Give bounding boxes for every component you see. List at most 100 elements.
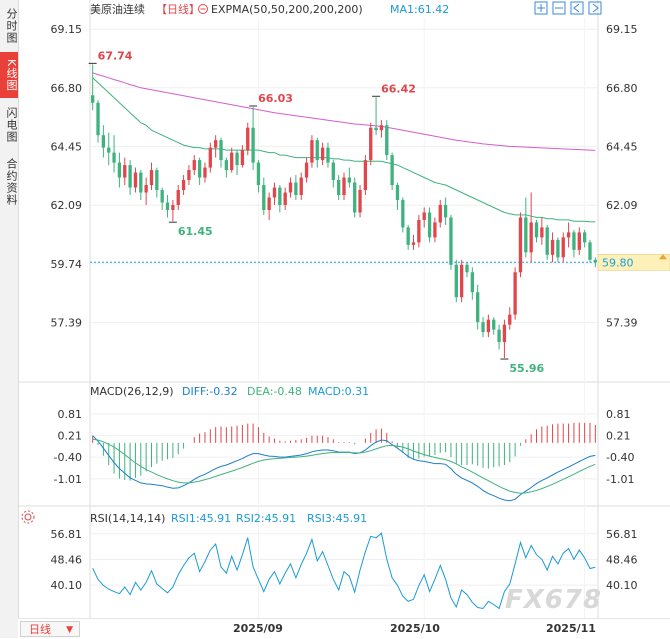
tab-kline[interactable]: K线图 <box>0 52 18 98</box>
candle-body <box>427 212 432 238</box>
candle-body <box>524 217 528 253</box>
period-label[interactable]: 【日线】 <box>156 2 200 16</box>
candle-body <box>203 167 207 178</box>
candle-body <box>443 204 448 218</box>
macd-title: MACD(26,12,9) <box>90 385 174 398</box>
candle <box>262 177 266 215</box>
candle-body <box>123 165 127 178</box>
tab-flash[interactable]: 闪电图 <box>5 107 18 143</box>
ema-line <box>92 77 596 223</box>
candle-body <box>133 172 138 188</box>
y-tick-right: 69.15 <box>606 23 638 36</box>
zoom-in-icon[interactable] <box>534 1 548 15</box>
candle-body <box>588 242 592 260</box>
macd-value: MACD:0.31 <box>308 385 369 398</box>
candle <box>577 227 581 255</box>
candle-body <box>577 232 581 250</box>
candle-body <box>283 192 287 205</box>
date-label-nov: 2025/11 <box>546 622 596 635</box>
candle <box>540 217 544 245</box>
candle-body <box>508 314 512 325</box>
macd-lines <box>92 435 596 502</box>
last-price-box <box>597 254 670 271</box>
candle <box>117 152 122 188</box>
candle-body <box>385 125 389 156</box>
last-price-arrow-icon <box>659 254 667 260</box>
caret-down-icon: ▼ <box>66 625 73 635</box>
candle <box>358 185 362 218</box>
pan-left-icon[interactable] <box>570 1 584 15</box>
period-select-label: 日线 <box>29 623 51 636</box>
candle-body <box>556 239 560 258</box>
candle-body <box>240 150 245 166</box>
candle <box>144 177 148 205</box>
y-tick-left: 66.80 <box>51 82 83 95</box>
candle <box>566 222 571 248</box>
tab-timeshare[interactable]: 分时图 <box>5 8 18 44</box>
y-tick-right: 40.10 <box>606 579 638 592</box>
candle-body <box>320 147 325 161</box>
y-tick-right: 62.09 <box>606 199 638 212</box>
candle-body <box>492 319 496 330</box>
candle-body <box>561 237 565 258</box>
candle <box>476 284 480 330</box>
rsi-axis-right: 56.81 48.46 40.10 <box>606 528 638 592</box>
candle-body <box>390 155 394 186</box>
candle <box>155 167 159 198</box>
low-label: 61.45 <box>178 225 213 238</box>
candle-body <box>363 160 368 191</box>
candle-body <box>401 199 405 228</box>
high-label: 66.42 <box>381 82 416 95</box>
candle-body <box>459 264 464 298</box>
high-label: 67.74 <box>98 49 133 62</box>
candle <box>401 197 405 233</box>
macd-axis-right: 0.81 0.21 -0.40 -1.01 <box>606 408 634 486</box>
candle <box>481 317 485 338</box>
candle-body <box>572 232 576 250</box>
candle <box>417 214 421 248</box>
rsi-settings-icon[interactable] <box>21 510 35 524</box>
last-price-value: 59.80 <box>602 256 634 269</box>
candle <box>246 122 250 156</box>
candle-body <box>139 172 143 193</box>
candle <box>470 267 474 300</box>
candle <box>374 97 378 136</box>
candle <box>443 197 448 225</box>
y-tick-left: 59.74 <box>51 258 83 271</box>
candle-body <box>310 140 314 163</box>
zoom-out-icon[interactable] <box>552 1 566 15</box>
y-tick-right: -0.40 <box>606 451 634 464</box>
y-tick-right: 66.80 <box>606 82 638 95</box>
candle <box>107 132 111 166</box>
candle <box>208 142 212 173</box>
candle-body <box>497 329 501 343</box>
candle-body <box>347 177 352 183</box>
period-select-button[interactable]: 日线 ▼ <box>20 621 80 637</box>
candle-body <box>438 204 442 223</box>
candle <box>181 175 186 195</box>
candle-body <box>326 147 330 163</box>
tab-contract-info[interactable]: 合约资料 <box>5 158 18 206</box>
candle-body <box>171 204 175 210</box>
candle <box>96 100 100 143</box>
ema200-line <box>92 72 596 151</box>
chart-canvas[interactable]: 美原油连续 【日线】 EXPMA(50,50,200,200,200) MA1:… <box>18 0 670 618</box>
candle <box>492 317 496 335</box>
candle-body <box>529 222 533 253</box>
sidebar: 分时图 K线图 闪电图 合约资料 <box>0 0 19 638</box>
candle <box>256 160 261 193</box>
y-tick-left: 62.09 <box>51 199 83 212</box>
candle <box>582 229 587 248</box>
pan-right-icon[interactable] <box>588 1 602 15</box>
candle <box>572 229 576 258</box>
candle-body <box>374 127 378 131</box>
rsi3-value: RSI3:45.91 <box>307 512 367 525</box>
panel-frames <box>18 0 670 618</box>
settings-icon[interactable] <box>198 4 208 14</box>
candle-body <box>224 160 229 171</box>
candle <box>214 135 218 158</box>
candle-body <box>353 182 357 213</box>
candle-body <box>502 324 507 343</box>
candle <box>203 162 207 183</box>
y-tick-right: 0.21 <box>606 429 631 442</box>
